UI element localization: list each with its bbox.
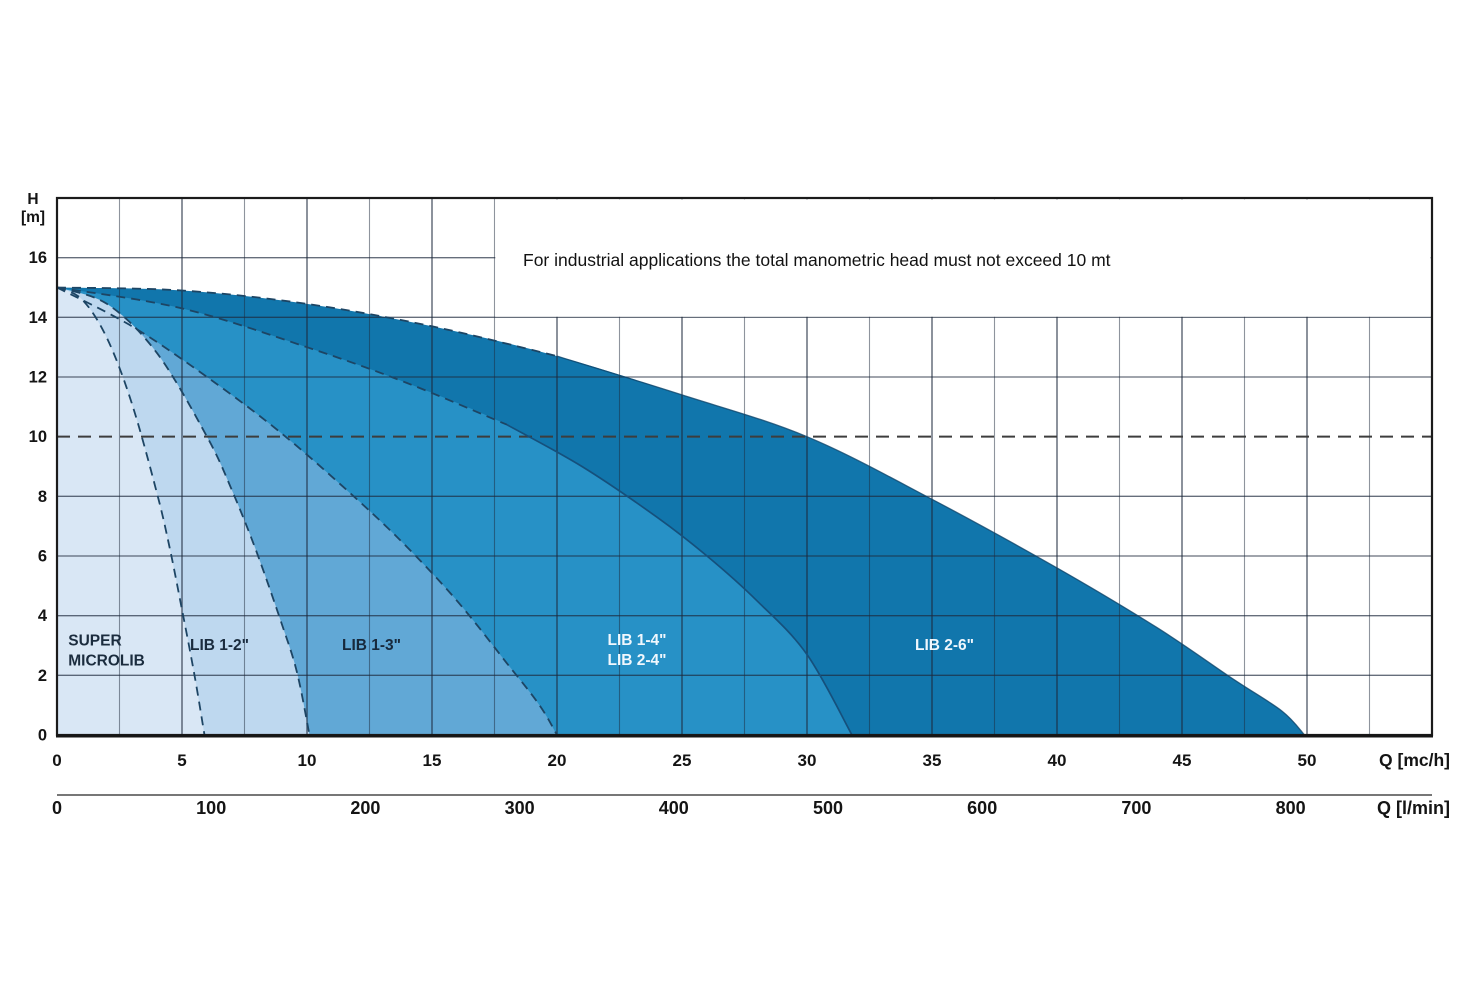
x-tick-label-mch: 20 [548, 751, 567, 770]
y-tick-label: 4 [38, 607, 48, 625]
x-axis-unit-lmin: Q [l/min] [1377, 798, 1450, 818]
x-tick-label-lmin: 500 [813, 798, 843, 818]
label-lib-1-4-lib-2-4: LIB 2-4" [607, 652, 666, 669]
x-tick-label-mch: 45 [1173, 751, 1192, 770]
y-axis-unit-label: H [27, 191, 38, 208]
curve-lib-1-4-lib-2-4-lower [506, 423, 853, 736]
pump-curves [56, 286, 1305, 736]
label-lib-1-4-lib-2-4: LIB 1-4" [607, 632, 666, 649]
y-tick-label: 16 [29, 249, 47, 267]
y-tick-label: 8 [38, 488, 47, 506]
series-labels: SUPER MICROLIB LIB 1-2" LIB 1-3" LIB 1-4" LIB… [68, 632, 974, 670]
y-axis-unit-label: [m] [21, 209, 45, 226]
x-tick-label-mch: 40 [1048, 751, 1067, 770]
x-tick-label-lmin: 100 [196, 798, 226, 818]
x-tick-label-mch: 30 [798, 751, 817, 770]
x-axis-unit-mch: Q [mc/h] [1379, 750, 1450, 770]
y-tick-label: 10 [29, 428, 47, 446]
x-tick-label-mch: 35 [923, 751, 942, 770]
x-tick-label-mch: 5 [177, 751, 186, 770]
x-tick-label-mch: 10 [298, 751, 317, 770]
y-tick-label: 14 [29, 309, 48, 327]
label-super-microlib: MICROLIB [68, 653, 145, 670]
x-tick-label-lmin: 600 [967, 798, 997, 818]
x-axis-lmin: 0 100 200 300 400 500 600 700 800 Q [l/min] [52, 794, 1450, 818]
curve-lib-1-4-lib-2-4-upper [56, 286, 508, 426]
x-tick-label-lmin: 700 [1121, 798, 1151, 818]
y-tick-label: 0 [38, 727, 47, 745]
y-tick-label: 6 [38, 548, 47, 566]
curve-lib-2-6-upper [56, 286, 558, 357]
curve-lib-1-3 [56, 286, 558, 736]
x-tick-label-mch: 25 [673, 751, 692, 770]
x-tick-label-lmin: 400 [659, 798, 689, 818]
note-box [495, 199, 1431, 317]
x-tick-label-lmin: 300 [505, 798, 535, 818]
note-text: For industrial applications the total ma… [523, 250, 1111, 270]
x-tick-label-lmin: 200 [350, 798, 380, 818]
label-super-microlib: SUPER [68, 633, 121, 650]
y-axis: 16 14 12 10 8 6 4 2 0 H[m] [21, 191, 48, 745]
note-box-group: For industrial applications the total ma… [495, 199, 1431, 317]
plot-border [55, 196, 1434, 738]
area-super-microlib [57, 287, 205, 735]
x-axis-mch: 0 5 10 15 20 25 30 35 40 45 50 Q [mc/h] [52, 750, 1450, 770]
curve-lib-2-6-lower [556, 355, 1305, 736]
x-tick-label-mch: 50 [1298, 751, 1317, 770]
x-tick-label-mch: 0 [52, 751, 61, 770]
curve-lib-1-2 [56, 286, 311, 736]
y-tick-label: 2 [38, 667, 47, 685]
label-lib-2-6: LIB 2-6" [915, 637, 974, 654]
x-tick-label-lmin: 800 [1276, 798, 1306, 818]
label-lib-1-3: LIB 1-3" [342, 637, 401, 654]
x-tick-label-lmin: 0 [52, 798, 62, 818]
x-tick-label-mch: 15 [423, 751, 442, 770]
y-tick-label: 12 [29, 369, 47, 387]
label-lib-1-2: LIB 1-2" [190, 637, 249, 654]
